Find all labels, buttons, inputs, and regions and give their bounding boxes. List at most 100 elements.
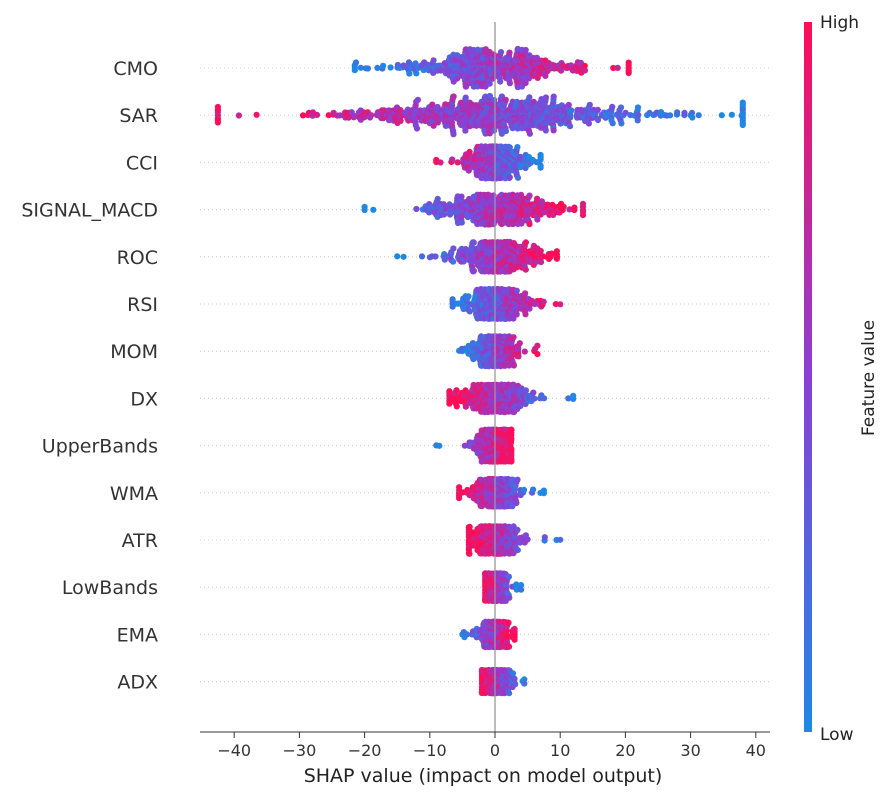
- shap-point: [585, 120, 593, 127]
- shap-point: [586, 101, 593, 108]
- x-tick-label: 20: [615, 741, 635, 760]
- shap-point: [486, 92, 493, 100]
- shap-point: [449, 303, 456, 310]
- shap-point: [466, 308, 473, 315]
- shap-point: [530, 486, 537, 493]
- shap-point: [521, 348, 528, 355]
- shap-point: [516, 340, 523, 347]
- shap-point: [506, 144, 513, 151]
- shap-point: [469, 340, 476, 347]
- shap-point: [394, 253, 401, 260]
- shap-point: [541, 395, 548, 402]
- shap-point: [470, 239, 477, 246]
- shap-point: [550, 127, 557, 134]
- shap-point: [437, 159, 444, 166]
- shap-point: [667, 112, 674, 119]
- shap-point: [446, 400, 453, 407]
- shap-point: [463, 631, 471, 638]
- shap-point: [405, 59, 412, 66]
- shap-point: [434, 119, 441, 126]
- shap-point: [400, 253, 407, 260]
- feature-label: DX: [130, 388, 158, 410]
- shap-point: [514, 476, 521, 483]
- shap-point: [506, 174, 513, 181]
- shap-point: [534, 351, 541, 358]
- shap-point: [525, 75, 533, 82]
- shap-point: [550, 93, 557, 100]
- shap-point: [502, 96, 509, 103]
- shap-point: [514, 174, 522, 181]
- shap-point: [446, 388, 453, 395]
- shap-point: [513, 311, 520, 318]
- shap-point: [510, 550, 517, 557]
- shap-point: [459, 489, 466, 496]
- shap-point: [512, 681, 519, 688]
- shap-point: [609, 103, 616, 110]
- shap-point: [357, 64, 364, 71]
- shap-point: [449, 296, 456, 303]
- shap-point: [449, 156, 456, 163]
- shap-point: [497, 49, 505, 56]
- shap-point: [370, 206, 377, 213]
- shap-point: [522, 46, 529, 54]
- shap-point: [531, 395, 538, 402]
- x-axis-ticks: −40 −30 −20 −10 0 10 20 30 40: [217, 732, 766, 760]
- shap-point: [522, 311, 529, 318]
- colorbar-high-label: High: [820, 13, 859, 33]
- shap-point: [548, 250, 555, 257]
- shap-point: [506, 643, 513, 650]
- shap-point: [253, 111, 260, 118]
- shap-point: [466, 550, 473, 557]
- feature-label: LowBands: [62, 577, 158, 599]
- shap-point: [625, 59, 632, 66]
- shap-point: [739, 121, 746, 129]
- shap-point: [524, 536, 531, 543]
- x-tick-label: 30: [680, 741, 700, 760]
- shap-point: [521, 680, 528, 687]
- shap-point: [517, 403, 524, 410]
- shap-point: [515, 353, 522, 360]
- x-tick-label: −20: [348, 741, 382, 760]
- shap-point: [540, 298, 547, 305]
- shap-point: [450, 245, 457, 252]
- shap-point: [490, 127, 498, 134]
- shap-point: [568, 107, 575, 114]
- shap-point: [505, 619, 512, 626]
- x-tick-label: 0: [490, 741, 500, 760]
- shap-point: [450, 131, 457, 138]
- shap-point: [506, 80, 513, 87]
- shap-point: [534, 216, 541, 223]
- feature-label: WMA: [110, 483, 158, 505]
- shap-point: [414, 96, 421, 103]
- shap-point: [542, 127, 549, 134]
- shap-point: [634, 117, 641, 124]
- shap-point: [450, 258, 457, 265]
- shap-point: [522, 80, 529, 87]
- feature-label: ROC: [117, 247, 158, 269]
- colorbar: [804, 22, 812, 732]
- shap-point: [511, 675, 518, 682]
- shap-point: [688, 109, 696, 116]
- shap-point: [565, 395, 572, 402]
- shap-point: [509, 670, 517, 677]
- feature-label: SIGNAL_MACD: [21, 200, 158, 222]
- shap-point: [418, 253, 426, 260]
- shap-point: [508, 457, 515, 464]
- shap-point: [625, 69, 632, 77]
- shap-point: [440, 211, 448, 218]
- shap-point: [440, 201, 447, 208]
- shap-point: [453, 403, 460, 410]
- shap-point: [453, 387, 460, 394]
- shap-point: [397, 107, 404, 114]
- shap-points: [214, 45, 746, 697]
- shap-point: [429, 101, 436, 108]
- shap-point: [313, 111, 321, 118]
- shap-point: [565, 101, 572, 108]
- shap-point: [510, 362, 517, 369]
- shap-point: [517, 153, 524, 160]
- x-tick-label: −30: [283, 741, 317, 760]
- shap-point: [566, 123, 574, 130]
- shap-point: [325, 112, 332, 119]
